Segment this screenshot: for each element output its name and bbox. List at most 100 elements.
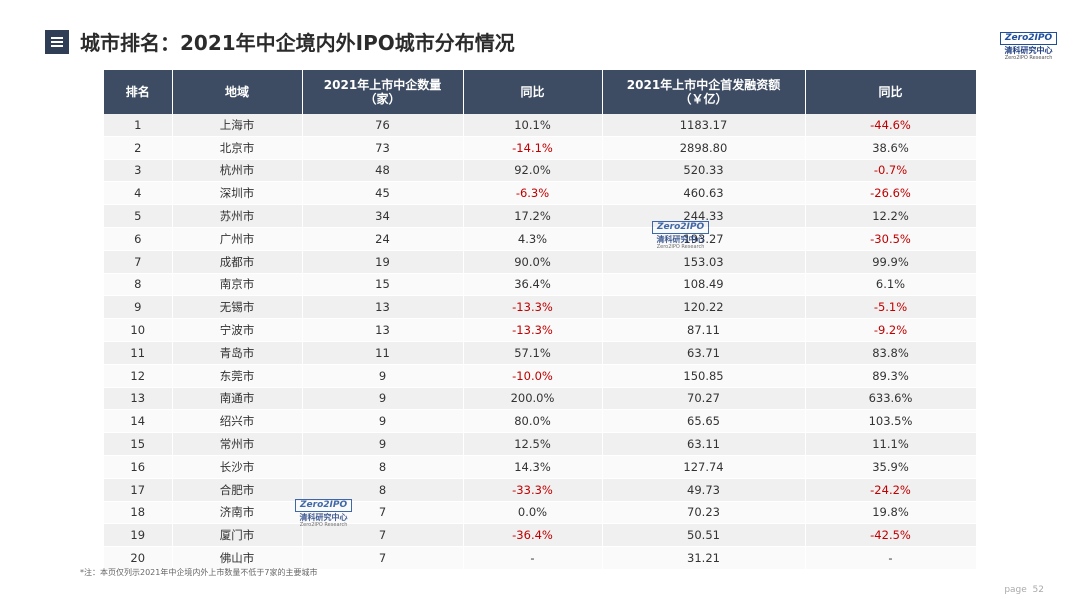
cell: 633.6% [805,387,977,411]
cell: 70.23 [602,501,806,525]
cell: 长沙市 [172,455,303,479]
cell: 广州市 [172,227,303,251]
cell: -13.3% [463,318,603,342]
cell: 20 [104,546,173,570]
cell: 19 [302,250,464,274]
cell: -10.0% [463,364,603,388]
cell: 厦门市 [172,523,303,548]
cell: 49.73 [602,478,806,502]
cell: 10 [104,318,173,342]
row: 1 上海市 76 10.1% 1183.17 -44.6% [104,114,977,137]
logo-name: 清科研究中心 [299,513,348,522]
cell: 7 [302,523,464,548]
cell: 15 [104,432,173,456]
cell: 34 [302,204,464,228]
cell: -30.5% [805,227,977,251]
header-line: 同比 [520,85,545,99]
header-cell: 同比 [805,70,977,114]
cell: 13 [104,387,173,411]
cell: 9 [302,409,464,434]
cell: 9 [302,364,464,388]
cell: 苏州市 [172,204,303,228]
logo-mark: Zero2IPO [652,221,710,234]
header-cell: 地域 [172,70,303,114]
cell: 50.51 [602,523,806,548]
cell: 无锡市 [172,295,303,320]
cell: -26.6% [805,181,977,206]
header-cell: 2021年上市中企首发融资额 （￥亿） [602,70,806,114]
cell: 16 [104,455,173,479]
row: 13 南通市 9 200.0% 70.27 633.6% [104,387,977,411]
cell: 108.49 [602,273,806,297]
row: 10 宁波市 13 -13.3% 87.11 -9.2% [104,318,977,342]
cell: 济南市 [172,501,303,525]
cell: 15 [302,273,464,297]
cell: 北京市 [172,136,303,160]
cell: 520.33 [602,159,806,183]
header-line: 2021年上市中企数量 [323,78,442,92]
table: 排名 地域 2021年上市中企数量 （家） 同比 2021年上市中企首发融资额 （￥亿） 同比… [104,70,977,570]
cell: 153.03 [602,250,806,274]
cell: 87.11 [602,318,806,342]
page-label: page [1004,585,1027,595]
cell: -33.3% [463,478,603,502]
cell: 65.65 [602,409,806,434]
logo-sub: Zero2IPO Research [656,244,705,250]
cell: 深圳市 [172,181,303,206]
cell: 24 [302,227,464,251]
cell: 8 [104,273,173,297]
cell: 120.22 [602,295,806,320]
menu-icon [45,30,69,54]
cell: 17 [104,478,173,502]
row: 17 合肥市 8 -33.3% 49.73 -24.2% [104,478,977,502]
logo-sub: Zero2IPO Research [299,522,348,528]
cell: 0.0% [463,501,603,525]
header-line: （￥亿） [679,92,728,106]
cell: -6.3% [463,181,603,206]
cell: 14.3% [463,455,603,479]
row: 19 厦门市 7 -36.4% 50.51 -42.5% [104,523,977,548]
watermark: Zero2IPO 清科研究中心 Zero2IPO Research [652,216,710,250]
header-cell: 排名 [104,70,173,114]
logo-sub: Zero2IPO Research [1004,55,1053,61]
logo-mark: Zero2IPO [1000,32,1058,45]
header-cell: 2021年上市中企数量 （家） [302,70,464,114]
cell: 18 [104,501,173,525]
cell: 杭州市 [172,159,303,183]
cell: 12.5% [463,432,603,456]
row: 3 杭州市 48 92.0% 520.33 -0.7% [104,159,977,183]
row: 4 深圳市 45 -6.3% 460.63 -26.6% [104,181,977,206]
cell: 宁波市 [172,318,303,342]
cell: 1 [104,114,173,137]
cell: 9 [302,387,464,411]
cell: 佛山市 [172,546,303,570]
header-line: 排名 [125,85,150,99]
cell: 7 [302,546,464,570]
logo-mark: Zero2IPO [295,499,353,512]
cell: 3 [104,159,173,183]
footnote: *注：本页仅列示2021年中企境内外上市数量不低于7家的主要城市 [80,568,318,577]
cell: 90.0% [463,250,603,274]
cell: 45 [302,181,464,206]
cell: 460.63 [602,181,806,206]
cell: 48 [302,159,464,183]
cell: 31.21 [602,546,806,570]
row: 20 佛山市 7-31.21- [104,546,977,570]
cell: 9 [302,432,464,456]
cell: 200.0% [463,387,603,411]
row: 8 南京市 15 36.4% 108.49 6.1% [104,273,977,297]
watermark: Zero2IPO 清科研究中心 Zero2IPO Research [295,494,353,528]
row: 7 成都市 19 90.0% 153.03 99.9% [104,250,977,274]
cell: 11 [302,341,464,365]
cell: 6.1% [805,273,977,297]
cell: 70.27 [602,387,806,411]
row: 9 无锡市 13 -13.3% 120.22 -5.1% [104,295,977,320]
title: 城市排名：2021年中企境内外IPO城市分布情况 [80,31,515,55]
row: 5 苏州市 34 17.2% 244.33 12.2% [104,204,977,228]
header-line: 地域 [224,85,249,99]
header-cell: 同比 [463,70,603,114]
cell: 4 [104,181,173,206]
header-line: 同比 [878,85,903,99]
cell: 11.1% [805,432,977,456]
